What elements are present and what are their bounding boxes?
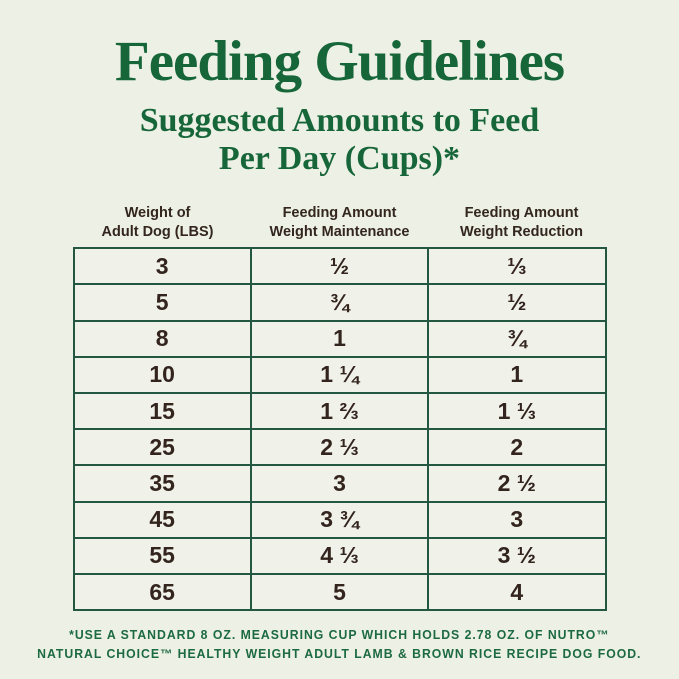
table-cell: 1 ⅔ xyxy=(249,394,427,429)
table-header-row: Weight of Adult Dog (LBS) Feeding Amount… xyxy=(67,204,613,242)
table-cell: 2 ½ xyxy=(427,466,604,501)
table-cell: 2 xyxy=(427,430,604,465)
table-cell: ½ xyxy=(427,285,604,320)
table-cell: 35 xyxy=(149,469,175,496)
header-maintenance-line-1: Feeding Amount xyxy=(282,205,397,221)
table-cell: ¾ xyxy=(249,285,427,320)
table-cell: 3 xyxy=(155,252,169,279)
column-header-reduction: Feeding Amount Weight Reduction xyxy=(431,204,613,242)
table-cell: 3 xyxy=(249,466,427,501)
table-cell: ½ xyxy=(249,249,427,284)
header-reduction-line-1: Feeding Amount xyxy=(464,205,579,221)
header-reduction-line-2: Weight Reduction xyxy=(460,224,583,241)
table-cell: 55 xyxy=(149,542,175,569)
table-cell: 65 xyxy=(149,578,175,605)
table-cell: 3 xyxy=(427,502,604,537)
table-cell: 3 ¾ xyxy=(249,502,427,537)
table-cell: 1 ¼ xyxy=(249,357,427,392)
table-row: 65 5 4 xyxy=(74,572,605,610)
table-cell: 15 xyxy=(149,397,175,424)
header-weight-line-2: Adult Dog (LBS) xyxy=(101,224,214,241)
table-cell: ¾ xyxy=(427,321,604,356)
table-cell: 5 xyxy=(155,289,169,316)
table-cell: 3 ½ xyxy=(427,538,604,573)
table-cell: 1 xyxy=(249,321,427,356)
column-header-maintenance: Feeding Amount Weight Maintenance xyxy=(249,204,431,242)
column-header-weight: Weight of Adult Dog (LBS) xyxy=(67,204,249,242)
table-cell: 2 ⅓ xyxy=(249,430,427,465)
header-maintenance-line-2: Weight Maintenance xyxy=(269,224,410,241)
table-cell: 8 xyxy=(155,325,169,352)
header-weight-line-1: Weight of xyxy=(124,205,191,221)
page-title: Feeding Guidelines xyxy=(114,30,565,93)
table-cell: 1 ⅓ xyxy=(427,394,604,429)
table-cell: 4 xyxy=(427,574,604,610)
table-cell: ⅓ xyxy=(427,249,604,284)
table-cell: 10 xyxy=(149,361,175,388)
footnote-line-2: NATURAL CHOICE™ HEALTHY WEIGHT ADULT LAM… xyxy=(37,646,642,661)
footnote: *USE A STANDARD 8 OZ. MEASURING CUP WHIC… xyxy=(37,626,641,664)
table-row: 35 3 2 ½ xyxy=(74,464,605,501)
table-cell: 25 xyxy=(149,433,175,460)
table-cell: 45 xyxy=(149,506,175,533)
page-subtitle: Suggested Amounts to Feed Per Day (Cups)… xyxy=(140,102,540,178)
table-cell: 1 xyxy=(427,357,604,392)
subtitle-line-1: Suggested Amounts to Feed xyxy=(139,101,540,139)
subtitle-line-2: Per Day (Cups)* xyxy=(218,139,461,177)
footnote-line-1: *USE A STANDARD 8 OZ. MEASURING CUP WHIC… xyxy=(69,628,610,643)
table-cell: 5 xyxy=(249,574,427,610)
table-cell: 4 ⅓ xyxy=(249,538,427,573)
